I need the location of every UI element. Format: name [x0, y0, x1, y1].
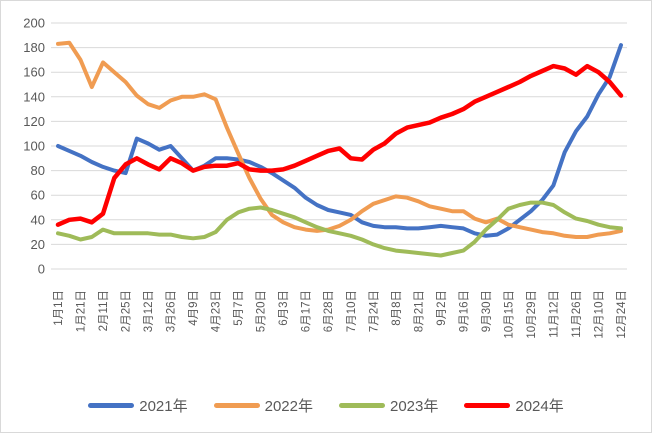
y-tick-label: 20: [31, 237, 45, 252]
y-tick-label: 100: [23, 139, 45, 154]
legend: 2021年 2022年 2023年 2024年: [1, 395, 651, 416]
x-tick-label: 3月12日: [143, 290, 155, 332]
series-line-2024年: [55, 63, 624, 227]
y-tick-label: 120: [23, 114, 45, 129]
legend-label: 2021年: [139, 398, 188, 415]
legend-line-swatch: [213, 403, 260, 408]
legend-line-swatch: [464, 403, 511, 408]
x-tick-label: 1月21日: [76, 290, 88, 332]
x-tick-label: 9月16日: [458, 290, 470, 332]
x-tick-label: 6月17日: [301, 290, 313, 332]
x-tick-label: 4月9日: [188, 290, 200, 326]
y-tick-label: 40: [31, 212, 45, 227]
legend-label: 2022年: [264, 398, 313, 415]
y-tick-label: 80: [31, 163, 45, 178]
x-tick-label: 4月23日: [211, 290, 223, 332]
y-tick-label: 0: [38, 262, 45, 277]
y-tick-label: 160: [23, 65, 45, 80]
x-tick-label: 12月24日: [616, 290, 628, 339]
legend-label: 2023年: [390, 398, 439, 415]
y-axis-labels: 0 20 40 60 80 100 120 140 160 180 200: [23, 16, 45, 277]
x-tick-label: 2月11日: [98, 290, 110, 331]
x-tick-label: 6月3日: [278, 290, 290, 326]
x-tick-label: 7月10日: [346, 290, 358, 332]
gridlines: [51, 22, 627, 270]
x-tick-label: 5月7日: [233, 290, 245, 326]
y-tick-label: 200: [23, 16, 45, 31]
x-axis-labels: 1月1日 1月21日 2月11日 2月25日 3月12日 3月26日 4月9日 4月23日 5月…: [53, 290, 628, 339]
series-line-2021年: [56, 43, 623, 238]
legend-item-2023年: 2023年: [339, 395, 438, 416]
x-tick-label: 7月24日: [368, 290, 380, 332]
series-line-2023年: [56, 200, 623, 258]
x-tick-label: 9月2日: [436, 290, 448, 326]
x-tick-label: 9月30日: [481, 290, 493, 332]
x-tick-label: 2月25日: [121, 290, 133, 332]
legend-line-swatch: [339, 403, 385, 408]
x-tick-label: 12月10日: [593, 290, 605, 339]
x-tick-label: 8月21日: [413, 290, 425, 332]
x-tick-label: 10月15日: [503, 290, 515, 339]
x-tick-label: 5月20日: [256, 290, 268, 332]
x-tick-label: 11月26日: [571, 290, 583, 338]
series-line-2022年: [56, 40, 623, 239]
x-tick-label: 8月8日: [391, 290, 403, 326]
x-tick-label: 10月29日: [526, 290, 538, 339]
series-lines: [55, 40, 624, 258]
x-tick-label: 1月1日: [53, 290, 65, 326]
legend-line-swatch: [88, 403, 135, 408]
y-tick-label: 180: [23, 40, 45, 55]
y-tick-label: 140: [23, 89, 45, 104]
y-tick-label: 60: [31, 188, 45, 203]
legend-item-2022年: 2022年: [213, 395, 313, 416]
legend-item-2021年: 2021年: [88, 395, 188, 416]
x-tick-label: 11月12日: [548, 290, 560, 338]
legend-item-2024年: 2024年: [464, 395, 564, 416]
legend-label: 2024年: [515, 398, 564, 415]
x-tick-label: 6月28日: [323, 290, 335, 332]
x-tick-label: 3月26日: [166, 290, 178, 332]
